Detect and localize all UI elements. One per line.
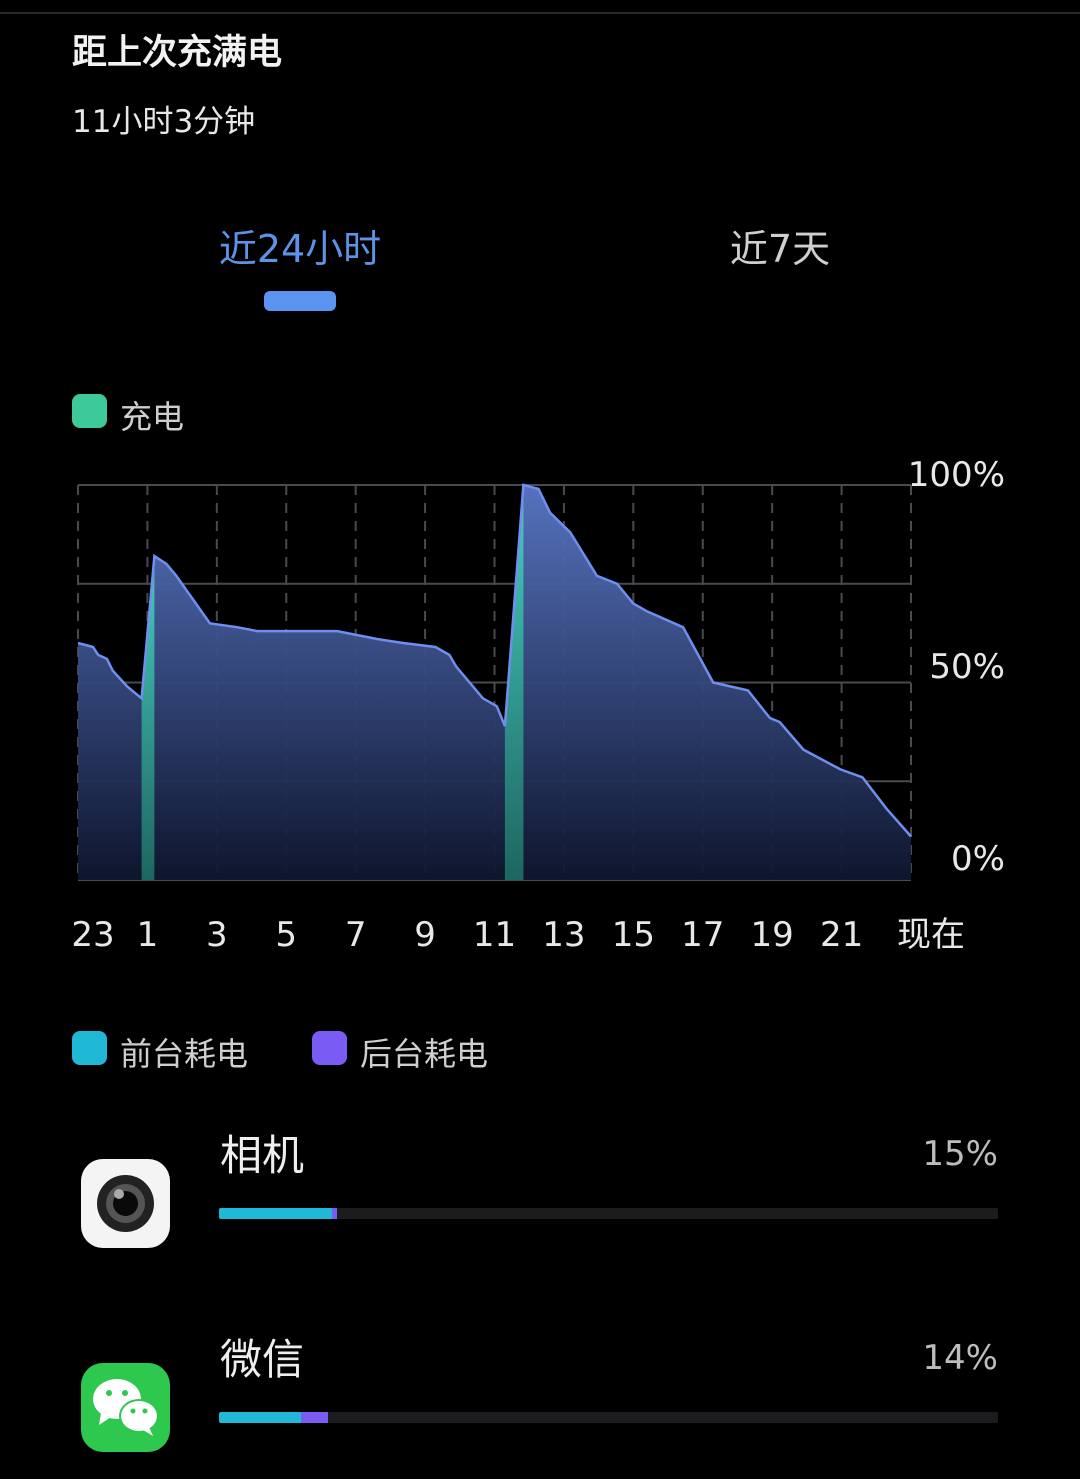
- since-full-charge: 11小时3分钟: [72, 104, 256, 140]
- charging-band: [141, 556, 155, 880]
- charging-band: [504, 485, 524, 880]
- background-legend-label: 后台耗电: [360, 1035, 489, 1073]
- app-percent: 15%: [922, 1134, 998, 1174]
- camera-icon: [81, 1159, 170, 1248]
- tab-7-days[interactable]: 近7天: [729, 227, 831, 271]
- battery-line: [77, 483, 912, 838]
- x-tick-label: 17: [681, 915, 724, 955]
- active-tab-indicator: [264, 291, 336, 311]
- foreground-legend-icon: [72, 1031, 107, 1065]
- x-tick-label: 11: [473, 915, 516, 955]
- x-tick-label: 13: [542, 915, 585, 955]
- battery-area: [78, 485, 911, 880]
- usage-bar: [219, 1208, 998, 1219]
- tab-24-hours[interactable]: 近24小时: [218, 227, 382, 271]
- background-usage-fill: [331, 1208, 337, 1219]
- x-tick-label: 1: [137, 915, 159, 955]
- y-tick-label: 100%: [908, 455, 1005, 495]
- charging-legend-label: 充电: [120, 398, 185, 436]
- x-tick-label: 5: [275, 915, 297, 955]
- x-tick-label: 3: [206, 915, 228, 955]
- x-tick-label: 现在: [897, 915, 965, 955]
- app-name: 微信: [220, 1335, 305, 1384]
- top-divider: [0, 12, 1080, 14]
- x-tick-label: 23: [71, 915, 114, 955]
- x-tick-label: 21: [820, 915, 863, 955]
- wechat-icon: [81, 1363, 170, 1452]
- page-title: 距上次充满电: [72, 33, 283, 73]
- x-tick-label: 9: [414, 915, 436, 955]
- background-usage-fill: [300, 1412, 329, 1423]
- usage-bar: [219, 1412, 998, 1423]
- foreground-legend-label: 前台耗电: [120, 1035, 249, 1073]
- charging-legend-icon: [72, 394, 107, 428]
- x-tick-label: 7: [345, 915, 367, 955]
- foreground-usage-fill: [219, 1412, 301, 1423]
- x-tick-label: 19: [751, 915, 794, 955]
- battery-chart: 100%50%0% 23 1 3 5 7 9 11 13 15 17 19 21 现在: [71, 455, 1005, 955]
- app-percent: 14%: [922, 1338, 998, 1378]
- y-tick-label: 50%: [929, 647, 1005, 687]
- background-legend-icon: [312, 1031, 347, 1065]
- y-tick-label: 0%: [951, 839, 1005, 879]
- foreground-usage-fill: [219, 1208, 332, 1219]
- x-tick-label: 15: [612, 915, 655, 955]
- app-name: 相机: [220, 1131, 305, 1180]
